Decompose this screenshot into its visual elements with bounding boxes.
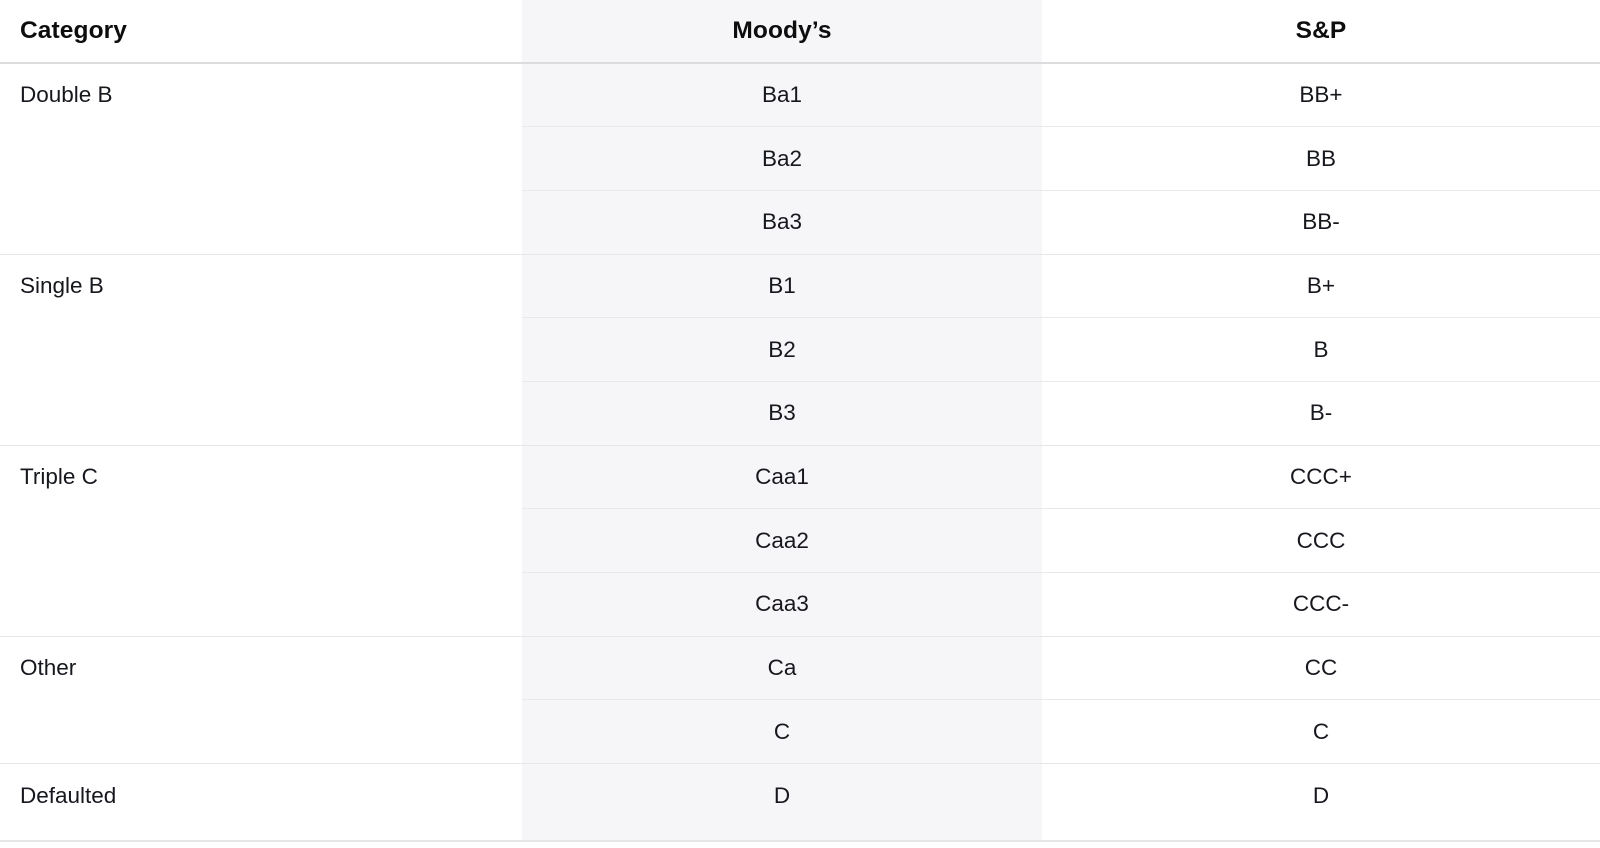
table-row: Ba3 BB- — [0, 189, 1600, 255]
sp-cell: BB — [1042, 126, 1600, 191]
sp-cell: C — [1042, 699, 1600, 764]
table-row: Caa3 CCC- — [0, 572, 1600, 637]
moodys-cell: D — [522, 763, 1042, 828]
table-row: B2 B — [0, 317, 1600, 382]
table-row: Other Ca CC — [0, 635, 1600, 700]
sp-cell: B — [1042, 317, 1600, 382]
column-header-category: Category — [0, 0, 522, 64]
table-row: Caa2 CCC — [0, 508, 1600, 573]
sp-cell: CCC — [1042, 508, 1600, 573]
sp-cell: CCC- — [1042, 572, 1600, 637]
sp-cell: BB+ — [1299, 82, 1343, 108]
category-cell — [0, 381, 522, 445]
sp-cell: B- — [1042, 380, 1600, 446]
moodys-cell: Ba1 — [761, 82, 803, 108]
category-cell — [0, 127, 522, 191]
sp-cell: CC — [1042, 635, 1600, 700]
table-header: Category Moody’s S&P — [0, 0, 1600, 64]
table-bottom-rule — [0, 840, 1600, 842]
sp-cell: CCC+ — [1042, 444, 1600, 509]
moodys-cell: Ba2 — [522, 126, 1042, 191]
table-row: Single B B1 B+ — [0, 253, 1600, 318]
column-header-moodys: Moody’s — [522, 0, 1042, 64]
moodys-cell: C — [522, 699, 1042, 764]
sp-cell: BB- — [1042, 189, 1600, 255]
sp-cell: D — [1042, 763, 1600, 828]
sp-cell: B+ — [1042, 253, 1600, 318]
category-cell: Double B — [20, 82, 113, 108]
column-header-sp: S&P — [1042, 0, 1600, 64]
header-row: Category Moody’s S&P — [0, 0, 1600, 64]
category-cell: Single B — [0, 253, 522, 318]
category-cell — [0, 700, 522, 764]
moodys-cell: B3 — [522, 380, 1042, 446]
table-row: Ba2 BB — [0, 126, 1600, 191]
category-cell: Defaulted — [0, 763, 522, 828]
moodys-cell: Ca — [522, 635, 1042, 700]
table-row: C C — [0, 699, 1600, 764]
moodys-cell: B2 — [522, 317, 1042, 382]
table-row: Defaulted D D — [0, 763, 1600, 828]
category-cell — [0, 509, 522, 573]
moodys-cell: Ba3 — [522, 189, 1042, 255]
moodys-cell: Caa3 — [522, 572, 1042, 637]
category-cell: Other — [0, 635, 522, 700]
table-row: Double B Ba1 BB+ — [0, 63, 1600, 127]
category-cell — [0, 318, 522, 382]
category-cell — [0, 573, 522, 637]
category-cell: Triple C — [0, 444, 522, 509]
table-row: Triple C Caa1 CCC+ — [0, 444, 1600, 509]
category-cell — [0, 190, 522, 254]
table-row: B3 B- — [0, 380, 1600, 446]
moodys-cell: Caa1 — [522, 444, 1042, 509]
table-body: Double B Ba1 BB+ Ba2 BB Ba3 BB- Single B… — [0, 63, 1600, 828]
moodys-cell: B1 — [522, 253, 1042, 318]
ratings-scale-table: Category Moody’s S&P Double B Ba1 BB+ Ba… — [0, 0, 1600, 828]
moodys-cell: Caa2 — [522, 508, 1042, 573]
